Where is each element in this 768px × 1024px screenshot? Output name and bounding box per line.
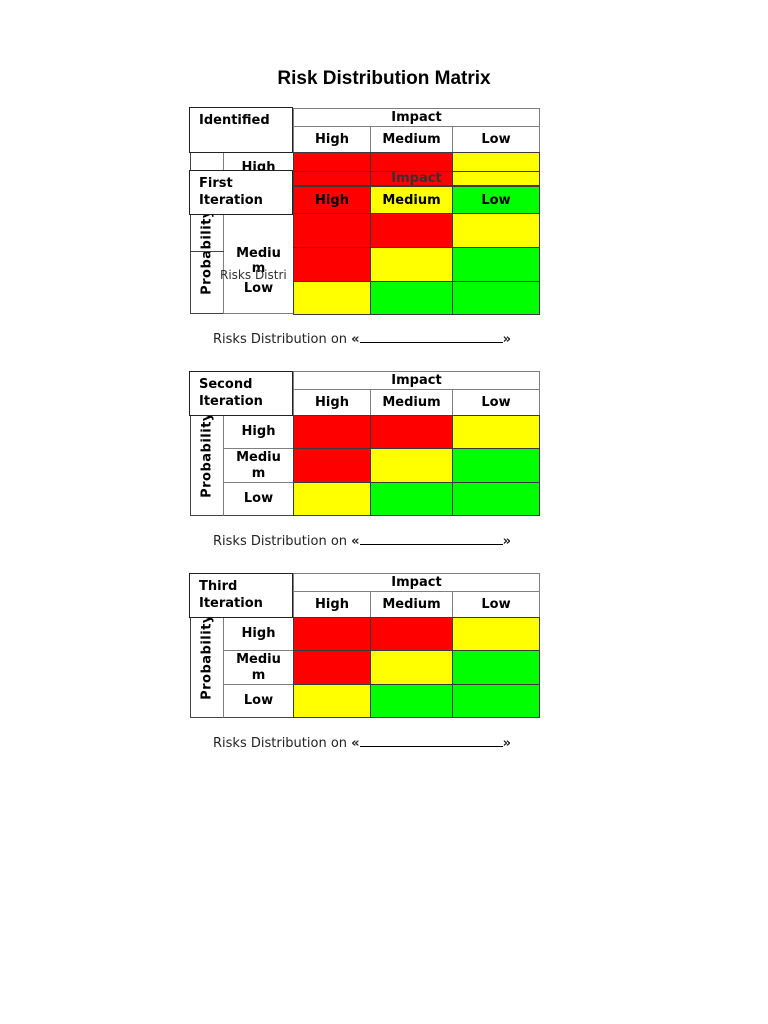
risk-cell-medium-high	[293, 247, 371, 282]
column-header-medium: Medium	[370, 591, 453, 618]
risk-cell-medium-high	[293, 448, 371, 483]
ghost-caption-fragment: Risks Distri	[220, 268, 287, 282]
risk-cell-low-high	[293, 281, 371, 315]
date-blank-field-1[interactable]	[359, 330, 503, 343]
column-header-low: Low	[452, 126, 540, 153]
risk-cell-medium-low	[452, 247, 540, 282]
risk-cell-low-low	[452, 281, 540, 315]
row-label-medium: Mediu m	[223, 213, 294, 314]
risk-cell-high-medium	[370, 617, 453, 651]
risk-matrix-third-iteration: Impact High Medium Low Probability High …	[189, 573, 540, 718]
row-label-high: High	[223, 415, 294, 449]
risk-cell-high-low	[452, 415, 540, 449]
row-label-low: Low	[243, 281, 274, 296]
row-label-high: High	[223, 617, 294, 651]
column-header-low: Low	[452, 389, 540, 416]
caption-risks-distribution-2: Risks Distribution on «»	[213, 532, 511, 549]
column-header-high: High	[293, 126, 371, 153]
row-label-medium: Mediu m	[223, 448, 294, 483]
risk-cell-low-medium	[370, 281, 453, 315]
risk-cell-low-medium	[370, 482, 453, 516]
risk-cell-high-low	[452, 152, 540, 172]
caption-risks-distribution-3: Risks Distribution on «»	[213, 734, 511, 751]
matrix-label-first-iteration: First Iteration	[189, 170, 293, 215]
impact-header: Impact	[293, 371, 540, 390]
risk-matrix-identified: Impact High Medium Low Probability High …	[189, 107, 540, 315]
risk-cell-low-high	[293, 684, 371, 718]
risk-cell-low-low	[452, 684, 540, 718]
risk-cell-high-medium	[370, 415, 453, 449]
risk-cell-medium-medium	[370, 448, 453, 483]
risk-cell-high-high	[293, 617, 371, 651]
risk-cell-medium-medium	[370, 650, 453, 685]
matrix-label-third-iteration: Third Iteration	[189, 573, 293, 618]
risk-cell-medium-medium	[370, 247, 453, 282]
caption-risks-distribution-1: Risks Distribution on «»	[213, 330, 511, 347]
probability-axis-label: Probability	[190, 614, 224, 718]
probability-axis-label: Probability	[190, 412, 224, 516]
row-label-low: Low	[223, 684, 294, 718]
risk-cell-medium-low	[452, 650, 540, 685]
risk-cell-high-medium	[370, 152, 453, 172]
risk-cell-high-low	[452, 213, 540, 248]
row-label-low: Low	[223, 482, 294, 516]
overlay-impact-header: Impact	[391, 171, 442, 186]
risk-cell-medium-low	[452, 448, 540, 483]
column-header-medium: Medium	[370, 389, 453, 416]
impact-header: Impact	[293, 108, 540, 127]
risk-cell-low-high	[293, 482, 371, 516]
overlay-column-header-low: Low	[452, 185, 540, 214]
column-header-medium: Medium	[370, 126, 453, 153]
risk-cell-high-high	[293, 213, 371, 248]
column-header-high: High	[293, 591, 371, 618]
date-blank-field-3[interactable]	[359, 734, 503, 747]
risk-cell-high-high	[293, 152, 371, 172]
risk-cell-high-medium	[370, 213, 453, 248]
row-label-medium: Mediu m	[223, 650, 294, 685]
risk-cell-low-low	[452, 482, 540, 516]
document-title: Risk Distribution Matrix	[277, 68, 491, 89]
matrix-label-second-iteration: Second Iteration	[189, 371, 293, 416]
overlay-column-header-high: High	[293, 185, 371, 214]
impact-header: Impact	[293, 573, 540, 592]
row-divider	[190, 251, 224, 252]
risk-cell-low-medium	[370, 684, 453, 718]
column-header-low: Low	[452, 591, 540, 618]
risk-cell-high-high	[293, 415, 371, 449]
date-blank-field-2[interactable]	[359, 532, 503, 545]
risk-cell-high-low	[452, 617, 540, 651]
overlay-column-header-medium: Medium	[370, 185, 453, 214]
risk-matrix-second-iteration: Impact High Medium Low Probability High …	[189, 371, 540, 516]
risk-cell-medium-high	[293, 650, 371, 685]
column-header-high: High	[293, 389, 371, 416]
matrix-label-identified: Identified	[189, 107, 293, 153]
